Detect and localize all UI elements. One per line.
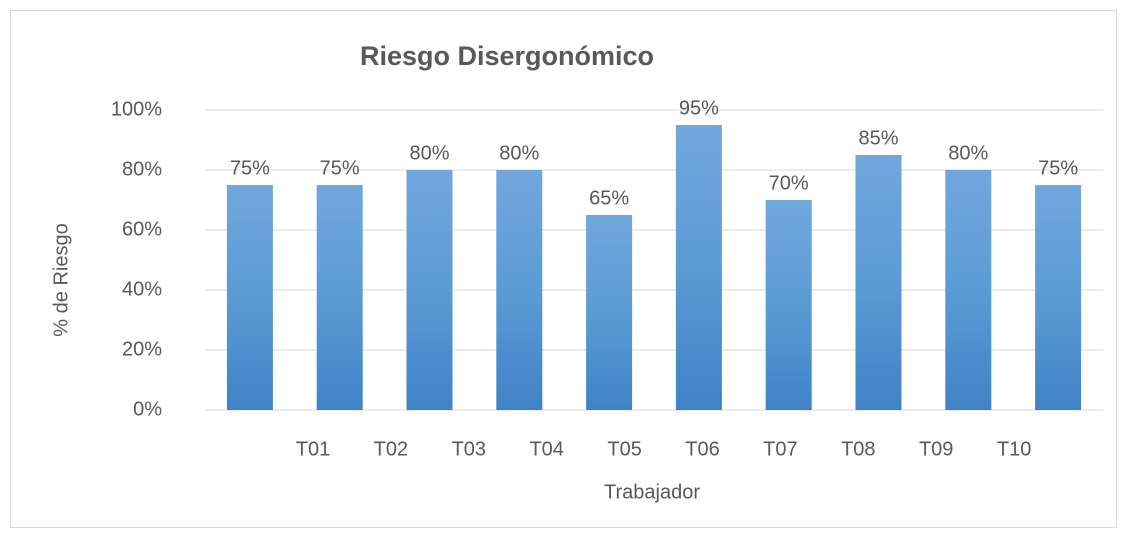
y-tick-label: 60% bbox=[122, 218, 162, 240]
x-tick-label: T07 bbox=[763, 438, 797, 460]
y-tick-label: 80% bbox=[122, 158, 162, 180]
y-tick-label: 40% bbox=[122, 278, 162, 300]
chart-border bbox=[10, 10, 1117, 528]
x-tick-label: T06 bbox=[685, 438, 719, 460]
y-tick-label: 0% bbox=[133, 398, 162, 420]
data-label: 80% bbox=[499, 142, 539, 164]
bar bbox=[586, 215, 633, 410]
data-label: 70% bbox=[769, 172, 809, 194]
bar bbox=[1035, 185, 1082, 410]
data-label: 75% bbox=[230, 157, 270, 179]
y-axis-title: % de Riesgo bbox=[50, 223, 72, 336]
y-tick-label: 100% bbox=[111, 98, 162, 120]
x-tick-label: T05 bbox=[607, 438, 641, 460]
x-tick-label: T02 bbox=[374, 438, 408, 460]
data-label: 85% bbox=[858, 127, 898, 149]
bar bbox=[675, 125, 722, 410]
bar bbox=[855, 155, 902, 410]
x-axis-title: Trabajador bbox=[604, 481, 700, 503]
bar bbox=[226, 185, 273, 410]
bar bbox=[406, 170, 453, 410]
chart-title: Riesgo Disergonómico bbox=[360, 41, 654, 71]
y-tick-label: 20% bbox=[122, 338, 162, 360]
data-label: 65% bbox=[589, 187, 629, 209]
data-label: 75% bbox=[1038, 157, 1078, 179]
bar bbox=[316, 185, 363, 410]
data-label: 80% bbox=[409, 142, 449, 164]
x-tick-label: T09 bbox=[919, 438, 953, 460]
x-tick-label: T10 bbox=[997, 438, 1031, 460]
x-tick-label: T04 bbox=[529, 438, 563, 460]
x-tick-label: T03 bbox=[452, 438, 486, 460]
bar bbox=[765, 200, 812, 410]
x-tick-label: T01 bbox=[296, 438, 330, 460]
data-label: 95% bbox=[679, 97, 719, 119]
data-label: 80% bbox=[948, 142, 988, 164]
x-tick-label: T08 bbox=[841, 438, 875, 460]
bar bbox=[945, 170, 992, 410]
data-label: 75% bbox=[320, 157, 360, 179]
bar bbox=[496, 170, 543, 410]
